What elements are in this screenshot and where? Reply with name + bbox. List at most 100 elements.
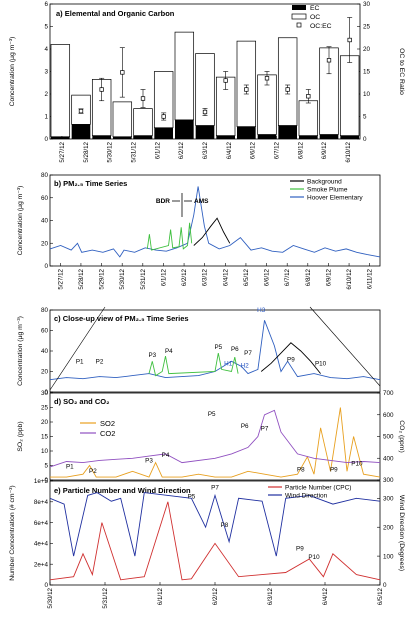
panel-a-xaxis-tick-label: 6/3/12 xyxy=(202,141,209,159)
panel-d-yaxis-tick-label: 10 xyxy=(41,448,49,455)
panel-e-legend-label: Particle Number (CPC) xyxy=(285,484,351,491)
ec-bar xyxy=(319,134,339,139)
panel-e-y2axis-tick-label: 100 xyxy=(383,553,394,560)
ec-bar xyxy=(113,136,132,139)
panel-b-xaxis-tick-label: 6/3/12 xyxy=(202,268,209,286)
panel-c-annotation: P9 xyxy=(287,356,295,363)
panel-b-xaxis-tick-label: 6/2/12 xyxy=(181,268,188,286)
legend-ec-label: EC xyxy=(310,5,320,12)
so2-line xyxy=(50,407,381,478)
ec-bar xyxy=(51,136,70,139)
panel-e-xaxis-tick-label: 6/4/12 xyxy=(322,587,329,605)
panel-c-yaxis-tick-label: 0 xyxy=(44,389,48,396)
panel-d-annotation: P7 xyxy=(261,426,269,433)
panel-e-legend-label: Wind Direction xyxy=(285,492,328,499)
oc-bar xyxy=(277,37,298,126)
panel-a-y2label: OC to EC Ratio xyxy=(398,48,405,95)
panel-b-xaxis-tick-label: 6/7/12 xyxy=(284,268,291,286)
zoom-line-left xyxy=(49,306,106,391)
panel-e-xaxis-tick-label: 6/5/12 xyxy=(377,587,384,605)
panel-d-y2label: CO₂ (ppm) xyxy=(398,420,405,452)
legend-oc-label: OC xyxy=(310,14,320,21)
panel-c-annotation: H2 xyxy=(241,362,250,369)
panel-a-y2axis-tick-label: 25 xyxy=(363,24,371,31)
panel-d-y2axis-tick-label: 500 xyxy=(383,434,394,441)
panel-a-y2axis-tick-label: 15 xyxy=(363,69,371,76)
oc-bar xyxy=(50,44,71,138)
panel-b-yaxis-tick-label: 40 xyxy=(41,218,49,225)
panel-c-annotation: P2 xyxy=(96,358,104,365)
panel-a-yaxis-tick-label: 4 xyxy=(44,46,48,53)
panel-c-annotation: P1 xyxy=(76,358,84,365)
panel-b-yaxis-tick-label: 20 xyxy=(41,240,49,247)
panel-a-y2axis-tick-label: 5 xyxy=(363,114,367,121)
panel-d-yaxis-tick-label: 15 xyxy=(41,434,49,441)
panel-b-ylabel: Concentration (µg m⁻³) xyxy=(17,186,24,256)
panel-c-annotation: P3 xyxy=(148,352,156,359)
panel-b-series-line xyxy=(146,222,193,251)
panel-b-xaxis-tick-label: 5/29/12 xyxy=(99,268,106,289)
panel-c-annotation: P6 xyxy=(231,346,239,353)
panel-e-yaxis-tick-label: 0 xyxy=(44,582,48,589)
oc-bar xyxy=(236,40,257,127)
ec-bar xyxy=(216,135,235,139)
ratio-marker xyxy=(202,109,208,115)
panel-d-yaxis-tick-label: 0 xyxy=(44,477,48,484)
panel-d-annotation: P9 xyxy=(330,466,338,473)
panel-a-yaxis-tick-label: 2 xyxy=(44,91,48,98)
panel-d-yaxis-tick-label: 5 xyxy=(44,463,48,470)
legend-oc-swatch xyxy=(291,13,307,20)
panel-e-xaxis-tick-label: 5/31/12 xyxy=(102,587,109,608)
panel-e-annotation: P5 xyxy=(188,493,196,500)
panel-a-xaxis-tick-label: 6/9/12 xyxy=(321,141,328,159)
panel-e-ylabel: Number Concentration (# cm⁻³) xyxy=(9,485,16,580)
panel-e-xaxis-tick-label: 6/3/12 xyxy=(267,587,274,605)
ratio-marker xyxy=(264,76,270,81)
annotation-ams: AMS xyxy=(194,198,209,205)
panel-c-annotation: H3 xyxy=(257,307,266,314)
panel-b-title: b) PM₂.₅ Time Series xyxy=(54,179,127,188)
panel-e-y2axis-tick-label: 0 xyxy=(383,582,387,589)
panel-d-yaxis-tick-label: 30 xyxy=(41,390,49,397)
panel-e-annotation: P9 xyxy=(296,545,304,552)
panel-b-xaxis-tick-label: 6/6/12 xyxy=(264,268,271,286)
panel-a-xaxis-tick-label: 6/4/12 xyxy=(226,141,233,159)
ratio-marker xyxy=(285,87,290,92)
panel-c-series-line xyxy=(148,353,239,377)
panel-a-xaxis-tick-label: 5/31/12 xyxy=(130,141,137,162)
ratio-marker xyxy=(161,114,166,119)
panel-b-yaxis-tick-label: 60 xyxy=(41,195,49,202)
panel-e-annotation: P8 xyxy=(221,522,229,529)
ratio-marker xyxy=(347,37,352,43)
panel-b-legend-label: Smoke Plume xyxy=(307,186,348,193)
oc-bar xyxy=(174,31,195,121)
panel-e-yaxis-tick-label: 1e+5 xyxy=(34,478,49,485)
panel-e-yaxis-tick-label: 8e+4 xyxy=(34,499,49,506)
panel-a-yaxis-tick-label: 6 xyxy=(44,1,48,8)
panel-d-ylabel: SO₂ (ppb) xyxy=(17,421,24,451)
legend-ratio-swatch xyxy=(296,22,302,28)
ratio-marker xyxy=(120,70,125,75)
panel-b-xaxis-tick-label: 6/8/12 xyxy=(305,268,312,286)
panel-d-yaxis-tick-label: 25 xyxy=(41,405,49,412)
panel-c-title: c) Close-up view of PM₂.₅ Time Series xyxy=(54,314,189,323)
panel-d-y2axis-tick-label: 400 xyxy=(383,455,394,462)
panel-d-annotation: P8 xyxy=(297,466,305,473)
panel-e-yaxis-tick-label: 6e+4 xyxy=(34,520,49,527)
ec-bar xyxy=(195,125,215,139)
legend-ec-swatch xyxy=(292,5,306,10)
panel-b-xaxis-tick-label: 6/10/12 xyxy=(346,268,353,289)
panel-b-series-line xyxy=(49,186,381,258)
panel-e-xaxis-tick-label: 6/2/12 xyxy=(212,587,219,605)
panel-c-series-line xyxy=(49,320,381,381)
panel-c-series-line xyxy=(260,342,321,374)
oc-bar xyxy=(298,100,319,136)
panel-a-xaxis-tick-label: 6/7/12 xyxy=(274,141,281,159)
panel-b-xaxis-tick-label: 5/30/12 xyxy=(119,268,126,289)
ratio-marker xyxy=(244,87,249,92)
panel-a-title: a) Elemental and Organic Carbon xyxy=(56,9,175,18)
panel-c-annotation: P10 xyxy=(315,360,327,367)
panel-b-xaxis-tick-label: 6/5/12 xyxy=(243,268,250,286)
panel-b-series-line xyxy=(193,217,231,246)
